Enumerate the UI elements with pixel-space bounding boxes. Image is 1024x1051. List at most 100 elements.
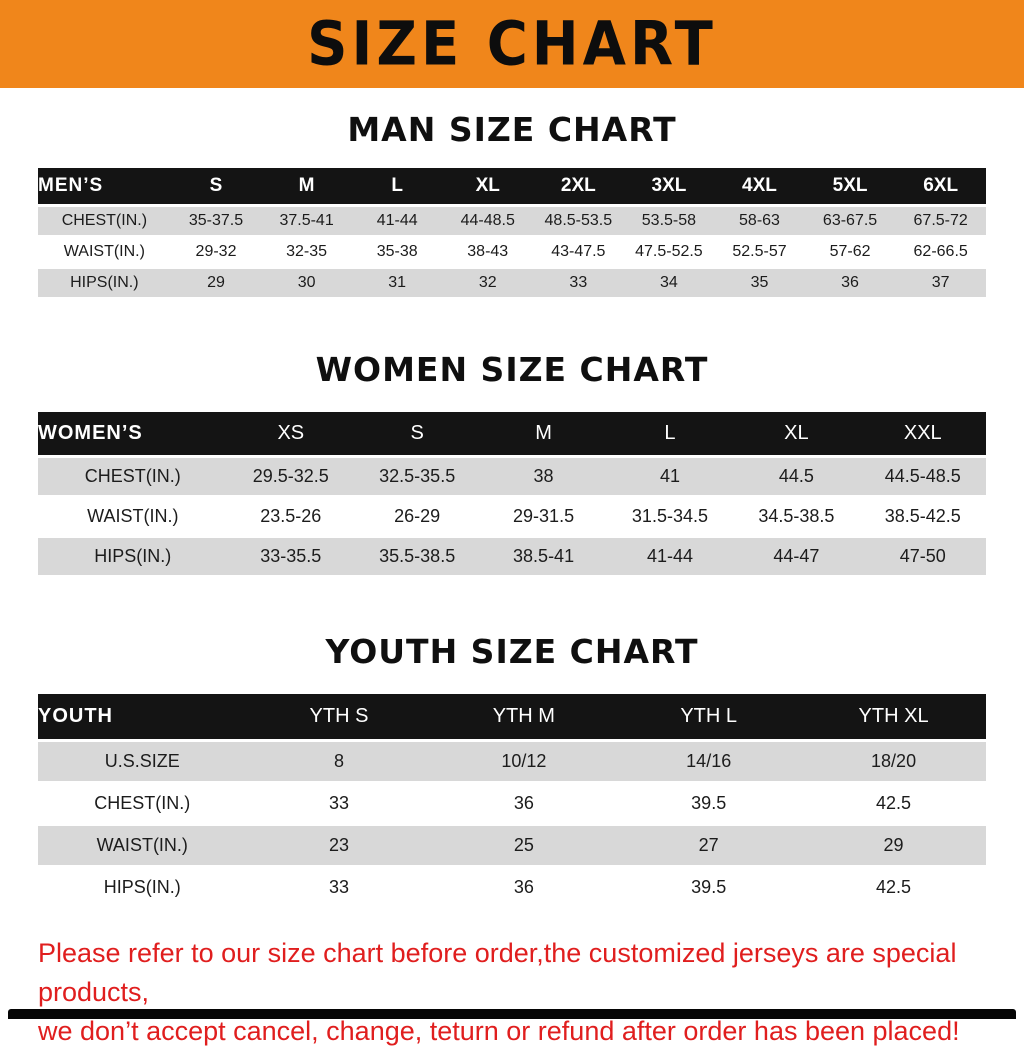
column-header: XL: [442, 168, 534, 204]
table-row: WAIST(IN.) 23.5-26 26-29 29-31.5 31.5-34.5 34…: [38, 498, 986, 535]
row-label: HIPS(IN.): [38, 269, 171, 297]
size-table-women: WOMEN’S XS S M L XL XXL CHEST(IN.) 29.5-32.5 32.5…: [38, 409, 986, 578]
table-cell: 36: [431, 784, 617, 823]
table-cell: 34: [623, 269, 715, 297]
column-header: M: [480, 412, 607, 455]
table-cell: 41: [606, 458, 734, 495]
table-cell: 36: [431, 868, 617, 907]
table-cell: 27: [616, 826, 802, 865]
column-header: XXL: [859, 412, 986, 455]
column-header: YTH XL: [801, 694, 986, 739]
table-cell: 18/20: [801, 742, 986, 781]
table-cell: 10/12: [431, 742, 617, 781]
table-cell: 32-35: [261, 238, 352, 266]
column-header: YTH S: [246, 694, 432, 739]
column-header: 5XL: [804, 168, 896, 204]
footer-note: Please refer to our size chart before or…: [38, 934, 1024, 1051]
table-cell: 8: [246, 742, 432, 781]
table-cell: 31.5-34.5: [606, 498, 734, 535]
column-header: YTH M: [431, 694, 617, 739]
size-section-women: WOMEN SIZE CHART WOMEN’S XS S M L XL XXL CHEST(I…: [0, 350, 1024, 578]
table-cell: 42.5: [801, 784, 986, 823]
table-cell: 31: [351, 269, 443, 297]
table-cell: 33-35.5: [227, 538, 354, 575]
row-label: WAIST(IN.): [38, 826, 247, 865]
size-table-youth: YOUTH YTH S YTH M YTH L YTH XL U.S.SIZE 8 10/12…: [38, 691, 986, 910]
table-cell: 37: [895, 269, 986, 297]
table-cell: 32.5-35.5: [353, 458, 481, 495]
table-row: CHEST(IN.) 35-37.5 37.5-41 41-44 44-48.5 48.5…: [38, 207, 986, 235]
column-header: YTH L: [616, 694, 802, 739]
page-title: SIZE CHART: [307, 8, 717, 80]
row-label: HIPS(IN.): [38, 868, 247, 907]
table-row: WAIST(IN.) 29-32 32-35 35-38 38-43 43-47.5 47.…: [38, 238, 986, 266]
column-header: 2XL: [533, 168, 624, 204]
table-cell: 39.5: [616, 784, 802, 823]
column-header: 3XL: [623, 168, 715, 204]
size-section-youth: YOUTH SIZE CHART YOUTH YTH S YTH M YTH L YTH …: [0, 632, 1024, 910]
section-title-man: MAN SIZE CHART: [347, 110, 677, 149]
section-title-youth: YOUTH SIZE CHART: [325, 632, 699, 671]
table-cell: 38-43: [442, 238, 534, 266]
table-cell: 44-48.5: [442, 207, 534, 235]
row-label: U.S.SIZE: [38, 742, 247, 781]
table-cell: 14/16: [616, 742, 802, 781]
table-cell: 38.5-41: [480, 538, 607, 575]
table-cell: 58-63: [714, 207, 805, 235]
table-cell: 43-47.5: [533, 238, 624, 266]
header-row: WOMEN’S XS S M L XL XXL: [38, 412, 986, 455]
table-cell: 39.5: [616, 868, 802, 907]
column-header: S: [170, 168, 262, 204]
table-cell: 23.5-26: [227, 498, 354, 535]
table-cell: 33: [246, 784, 432, 823]
table-cell: 35.5-38.5: [353, 538, 481, 575]
table-cell: 36: [804, 269, 896, 297]
table-cell: 29: [170, 269, 262, 297]
table-cell: 35: [714, 269, 805, 297]
table-cell: 62-66.5: [895, 238, 986, 266]
table-row: CHEST(IN.) 33 36 39.5 42.5: [38, 784, 986, 823]
table-cell: 44-47: [733, 538, 860, 575]
table-cell: 32: [442, 269, 534, 297]
column-header: M: [261, 168, 352, 204]
table-cell: 35-38: [351, 238, 443, 266]
footer-note-line1: Please refer to our size chart before or…: [38, 938, 957, 1007]
table-cell: 44.5-48.5: [859, 458, 986, 495]
table-cell: 42.5: [801, 868, 986, 907]
table-cell: 33: [246, 868, 432, 907]
column-header: S: [353, 412, 481, 455]
header-row: YOUTH YTH S YTH M YTH L YTH XL: [38, 694, 986, 739]
table-cell: 38.5-42.5: [859, 498, 986, 535]
table-cell: 33: [533, 269, 624, 297]
table-cell: 52.5-57: [714, 238, 805, 266]
section-title-women: WOMEN SIZE CHART: [315, 350, 709, 389]
row-label: CHEST(IN.): [38, 784, 247, 823]
table-cell: 30: [261, 269, 352, 297]
row-label: WAIST(IN.): [38, 238, 171, 266]
banner: SIZE CHART: [0, 0, 1024, 88]
column-header: 4XL: [714, 168, 805, 204]
row-label: CHEST(IN.): [38, 458, 228, 495]
row-label: WAIST(IN.): [38, 498, 228, 535]
table-cell: 26-29: [353, 498, 481, 535]
table-row: HIPS(IN.) 33 36 39.5 42.5: [38, 868, 986, 907]
table-row: CHEST(IN.) 29.5-32.5 32.5-35.5 38 41 44.5 44.5…: [38, 458, 986, 495]
table-cell: 25: [431, 826, 617, 865]
header-row: MEN’S S M L XL 2XL 3XL 4XL 5XL 6XL: [38, 168, 986, 204]
table-cell: 29.5-32.5: [227, 458, 354, 495]
table-corner-label: MEN’S: [38, 168, 171, 204]
column-header: XL: [733, 412, 860, 455]
table-cell: 29-32: [170, 238, 262, 266]
table-corner-label: YOUTH: [38, 694, 247, 739]
table-row: HIPS(IN.) 33-35.5 35.5-38.5 38.5-41 41-44 44-…: [38, 538, 986, 575]
sections-container: MAN SIZE CHART MEN’S S M L XL 2XL 3XL 4XL 5XL 6XL C…: [0, 110, 1024, 910]
size-table-man: MEN’S S M L XL 2XL 3XL 4XL 5XL 6XL CHEST(IN.) 35-37…: [38, 165, 986, 300]
table-cell: 34.5-38.5: [733, 498, 860, 535]
column-header: L: [606, 412, 734, 455]
table-cell: 23: [246, 826, 432, 865]
table-cell: 41-44: [351, 207, 443, 235]
table-cell: 57-62: [804, 238, 896, 266]
table-cell: 53.5-58: [623, 207, 715, 235]
size-section-man: MAN SIZE CHART MEN’S S M L XL 2XL 3XL 4XL 5XL 6XL C…: [0, 110, 1024, 300]
